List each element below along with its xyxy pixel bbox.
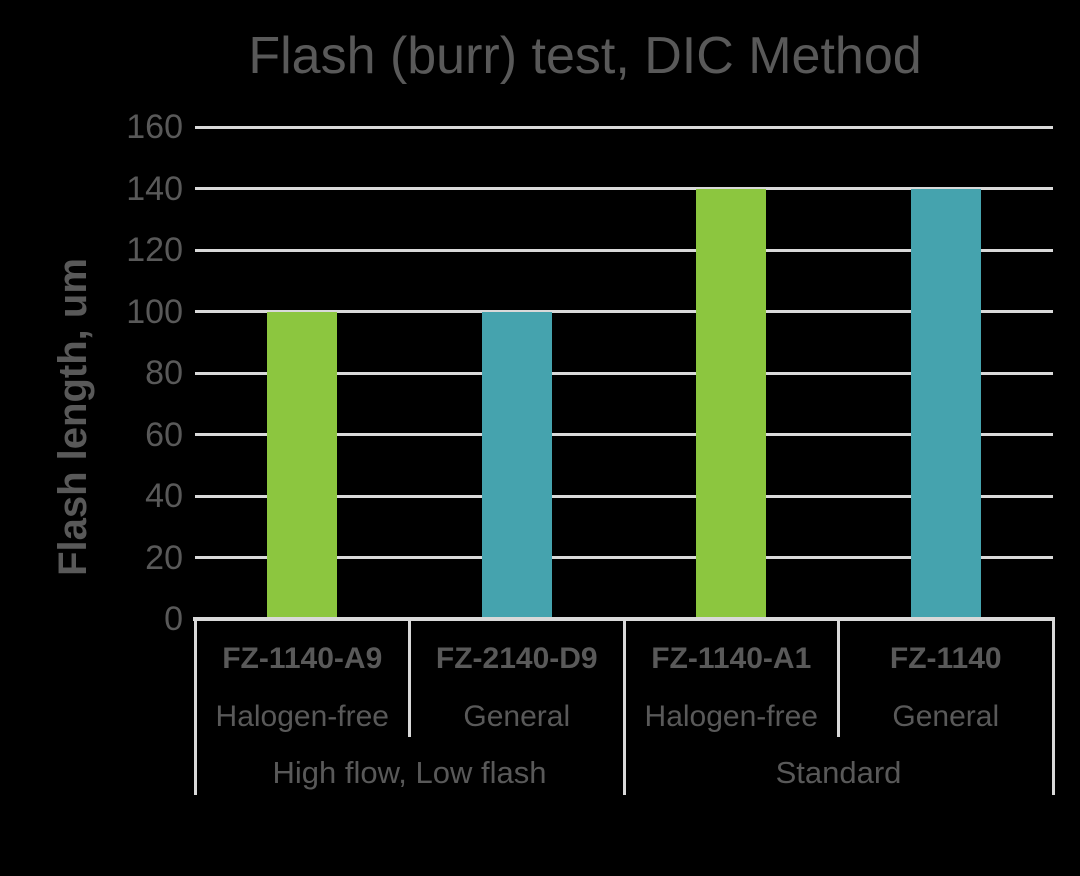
category-name-FZ-1140-A9: FZ-1140-A9 [222, 642, 383, 675]
category-name-FZ-1140-A1: FZ-1140-A1 [651, 642, 812, 675]
y-tick-label-0: 0 [164, 600, 183, 638]
y-tick-label-40: 40 [145, 477, 183, 515]
group-label-high-flow-low-flash: High flow, Low flash [272, 755, 547, 790]
category-name-FZ-1140: FZ-1140 [889, 642, 1002, 675]
category-name-FZ-2140-D9: FZ-2140-D9 [435, 642, 598, 675]
y-tick-label-120: 120 [126, 231, 183, 269]
y-tick-label-20: 20 [145, 538, 183, 577]
divider-long-2 [1051, 619, 1055, 795]
bar-FZ-1140-A9 [267, 311, 338, 619]
bar-FZ-1140-A1 [696, 188, 767, 619]
gridline-160 [195, 125, 1053, 129]
gridline-20 [195, 556, 1053, 559]
gridline-120 [195, 248, 1053, 252]
y-tick-label-60: 60 [145, 415, 183, 454]
y-tick-label-160: 160 [126, 108, 183, 146]
category-subtitle-FZ-1140-A1: Halogen-free [644, 700, 818, 733]
y-tick-label-140: 140 [126, 169, 183, 208]
divider-short-3 [837, 619, 840, 737]
y-tick-label-100: 100 [126, 292, 183, 331]
category-subtitle-FZ-2140-D9: General [463, 700, 571, 733]
category-subtitle-FZ-1140-A9: Halogen-free [215, 700, 389, 733]
bar-FZ-2140-D9 [481, 311, 552, 619]
gridline-140 [195, 187, 1053, 190]
divider-long-1 [622, 619, 626, 795]
group-label-standard: Standard [775, 755, 902, 790]
bar-FZ-1140 [910, 188, 981, 619]
y-tick-label-80: 80 [145, 354, 183, 392]
divider-long-0 [193, 619, 197, 795]
gridline-100 [195, 310, 1053, 313]
divider-short-1 [408, 619, 411, 737]
gridline-40 [195, 494, 1053, 498]
gridline-80 [195, 371, 1053, 375]
category-subtitle-FZ-1140: General [892, 700, 1000, 733]
gridline-60 [195, 433, 1053, 436]
chart-title: Flash (burr) test, DIC Method [248, 27, 922, 85]
